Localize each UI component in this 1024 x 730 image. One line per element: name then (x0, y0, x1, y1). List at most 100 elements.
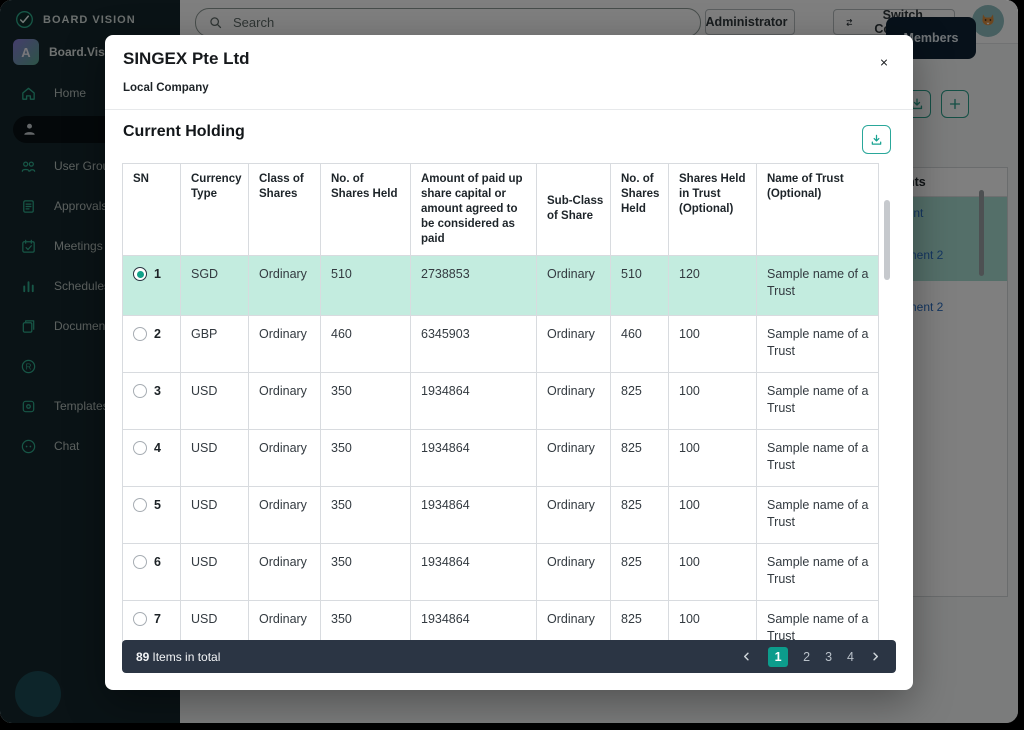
col-trust-name: Name of Trust (Optional) (756, 163, 879, 256)
cell-class: Ordinary (248, 314, 321, 373)
cell-class: Ordinary (248, 542, 321, 601)
cell-trust-name: Sample name of a Trust (756, 428, 879, 487)
cell-shares-2: 825 (610, 542, 669, 601)
cell-amount: 1934864 (410, 428, 537, 487)
row-radio[interactable] (133, 267, 147, 282)
cell-trust-name: Sample name of a Trust (756, 254, 879, 316)
table-row[interactable]: 6 USD Ordinary 350 1934864 Ordinary 825 … (122, 542, 879, 601)
cell-amount: 1934864 (410, 371, 537, 430)
cell-shares: 350 (320, 542, 411, 601)
modal-title: SINGEX Pte Ltd (123, 49, 250, 68)
cell-class: Ordinary (248, 485, 321, 544)
row-radio[interactable] (133, 555, 147, 570)
page-1[interactable]: 1 (768, 646, 789, 667)
cell-subclass: Ordinary (536, 371, 611, 430)
cell-subclass: Ordinary (536, 485, 611, 544)
cell-shares: 350 (320, 428, 411, 487)
row-radio[interactable] (133, 384, 147, 399)
cell-shares-2: 825 (610, 485, 669, 544)
table-scrollbar-thumb[interactable] (884, 200, 890, 280)
cell-currency: USD (180, 371, 249, 430)
download-icon (871, 134, 882, 145)
cell-subclass: Ordinary (536, 542, 611, 601)
next-page-icon[interactable] (869, 650, 882, 663)
cell-currency: USD (180, 428, 249, 487)
modal-subtitle: Local Company (123, 82, 209, 94)
cell-trust-name: Sample name of a Trust (756, 314, 879, 373)
holdings-table: SN Currency Type Class of Shares No. of … (122, 163, 879, 658)
cell-trust-name: Sample name of a Trust (756, 542, 879, 601)
row-sn: 3 (154, 383, 161, 398)
row-sn: 6 (154, 554, 161, 569)
col-class-of-shares: Class of Shares (248, 163, 321, 256)
cell-trust-shares: 100 (668, 485, 757, 544)
pager: 1 2 3 4 (740, 646, 882, 667)
cell-trust-shares: 100 (668, 428, 757, 487)
header-divider (105, 109, 913, 110)
cell-shares-2: 825 (610, 428, 669, 487)
cell-shares-2: 825 (610, 371, 669, 430)
cell-subclass: Ordinary (536, 428, 611, 487)
cell-shares: 460 (320, 314, 411, 373)
col-sub-class: Sub-Class of Share (536, 163, 611, 256)
section-title: Current Holding (123, 123, 245, 140)
page-2[interactable]: 2 (803, 649, 811, 664)
cell-currency: USD (180, 485, 249, 544)
cell-subclass: Ordinary (536, 254, 611, 316)
current-holding-modal: SINGEX Pte Ltd Local Company Current Hol… (105, 35, 913, 690)
row-sn: 7 (154, 611, 161, 626)
col-shares-held-2: No. of Shares Held (610, 163, 669, 256)
cell-trust-shares: 100 (668, 371, 757, 430)
table-row[interactable]: 3 USD Ordinary 350 1934864 Ordinary 825 … (122, 371, 879, 430)
page-4[interactable]: 4 (847, 649, 854, 664)
row-sn: 4 (154, 440, 161, 455)
items-total-count: 89 (136, 649, 150, 664)
cell-shares-2: 460 (610, 314, 669, 373)
cell-amount: 1934864 (410, 485, 537, 544)
items-total-label: Items in total (152, 649, 221, 664)
cell-currency: GBP (180, 314, 249, 373)
prev-page-icon[interactable] (740, 650, 753, 663)
export-download-button[interactable] (862, 125, 891, 154)
cell-amount: 6345903 (410, 314, 537, 373)
cell-amount: 1934864 (410, 542, 537, 601)
cell-trust-name: Sample name of a Trust (756, 371, 879, 430)
cell-subclass: Ordinary (536, 314, 611, 373)
table-header-row: SN Currency Type Class of Shares No. of … (122, 163, 879, 256)
cell-class: Ordinary (248, 254, 321, 316)
row-radio[interactable] (133, 612, 147, 627)
page-3[interactable]: 3 (825, 649, 833, 664)
table-row[interactable]: 5 USD Ordinary 350 1934864 Ordinary 825 … (122, 485, 879, 544)
cell-currency: USD (180, 542, 249, 601)
cell-shares-2: 510 (610, 254, 669, 316)
table-row[interactable]: 1 SGD Ordinary 510 2738853 Ordinary 510 … (122, 254, 879, 316)
row-radio[interactable] (133, 327, 147, 342)
cell-shares: 510 (320, 254, 411, 316)
row-sn: 5 (154, 497, 161, 512)
col-currency-type: Currency Type (180, 163, 249, 256)
cell-shares: 350 (320, 371, 411, 430)
col-shares-held: No. of Shares Held (320, 163, 411, 256)
table-row[interactable]: 2 GBP Ordinary 460 6345903 Ordinary 460 … (122, 314, 879, 373)
cell-shares: 350 (320, 485, 411, 544)
pagination-bar: 89 Items in total 1 2 3 4 (122, 640, 896, 673)
close-button[interactable] (873, 51, 895, 73)
col-shares-in-trust: Shares Held in Trust (Optional) (668, 163, 757, 256)
cell-class: Ordinary (248, 371, 321, 430)
col-amount-paid-up: Amount of paid up share capital or amoun… (410, 163, 537, 256)
table-row[interactable]: 4 USD Ordinary 350 1934864 Ordinary 825 … (122, 428, 879, 487)
cell-trust-shares: 100 (668, 542, 757, 601)
cell-trust-shares: 120 (668, 254, 757, 316)
cell-trust-name: Sample name of a Trust (756, 485, 879, 544)
cell-class: Ordinary (248, 428, 321, 487)
row-radio[interactable] (133, 498, 147, 513)
cell-trust-shares: 100 (668, 314, 757, 373)
row-sn: 1 (154, 266, 161, 281)
row-radio[interactable] (133, 441, 147, 456)
cell-currency: SGD (180, 254, 249, 316)
col-sn: SN (122, 163, 181, 256)
items-total: 89 Items in total (136, 650, 220, 664)
cell-amount: 2738853 (410, 254, 537, 316)
row-sn: 2 (154, 326, 161, 341)
